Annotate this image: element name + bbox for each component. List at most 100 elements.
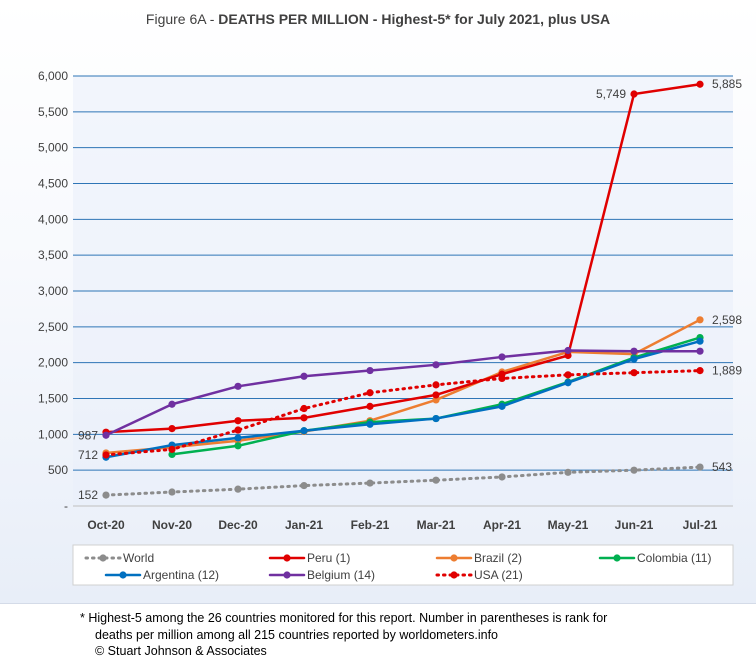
data-point <box>300 427 308 435</box>
series-world <box>102 463 704 499</box>
data-point <box>102 451 110 459</box>
y-tick-label: - <box>64 499 68 513</box>
series-line <box>104 318 702 455</box>
x-tick-label: Jun-21 <box>615 518 654 532</box>
data-point <box>696 463 704 471</box>
legend-label: Colombia (11) <box>637 551 711 565</box>
data-point <box>300 404 308 413</box>
legend-item-argentina-12: Argentina (12) <box>104 568 219 582</box>
y-tick-label: 5,500 <box>38 105 68 119</box>
data-point <box>366 479 374 487</box>
y-tick-label: 3,500 <box>38 248 68 262</box>
data-label: 712 <box>78 448 98 462</box>
data-point <box>234 382 242 390</box>
data-point <box>564 379 572 387</box>
data-point <box>168 400 176 408</box>
data-point <box>432 414 440 423</box>
data-point <box>300 481 308 490</box>
data-point <box>630 369 638 377</box>
legend-marker <box>450 571 458 579</box>
data-point <box>432 361 440 369</box>
series-line <box>104 465 702 497</box>
legend-box <box>72 544 734 586</box>
data-point <box>564 351 572 360</box>
legend: World Peru (1) Brazil (2) Colombia (11) Arge… <box>84 551 711 582</box>
data-point <box>498 353 506 361</box>
y-tick-label: 2,000 <box>38 356 68 370</box>
data-point <box>168 488 176 496</box>
data-label: 2,598 <box>712 313 742 327</box>
y-tick-label: 4,500 <box>38 177 68 191</box>
gridlines <box>73 75 733 507</box>
data-labels: 152 543 987 712 5,749 5,885 2,598 1,889 <box>78 77 742 502</box>
series-line <box>104 369 702 457</box>
data-point <box>234 442 242 450</box>
data-point <box>432 391 440 399</box>
data-point <box>630 466 638 474</box>
y-tick-label: 5,000 <box>38 141 68 155</box>
data-point <box>168 445 176 453</box>
series-argentina-12 <box>102 337 704 461</box>
data-point <box>102 491 110 499</box>
data-point <box>630 347 638 355</box>
x-tick-label: Nov-20 <box>152 518 192 532</box>
legend-label: World <box>123 551 154 565</box>
data-point <box>366 420 374 428</box>
legend-item-usa-21: USA (21) <box>435 568 523 582</box>
data-point <box>300 372 308 380</box>
data-point <box>102 431 110 439</box>
data-point <box>168 425 176 433</box>
data-point <box>696 316 704 324</box>
line-chart: Figure 6A - DEATHS PER MILLION - Highest… <box>38 11 742 586</box>
x-tick-label: Mar-21 <box>417 518 456 532</box>
data-point <box>564 468 572 476</box>
data-label: 1,889 <box>712 364 742 378</box>
series-lines <box>102 80 704 499</box>
legend-marker <box>283 571 291 579</box>
data-label: 152 <box>78 488 98 502</box>
footnote-line-3: © Stuart Johnson & Associates <box>95 644 267 658</box>
data-label: 5,749 <box>596 87 626 101</box>
y-tick-label: 2,500 <box>38 320 68 334</box>
data-label: 987 <box>78 428 98 442</box>
legend-marker <box>613 554 621 562</box>
x-tick-label: May-21 <box>548 518 589 532</box>
legend-marker <box>119 571 127 579</box>
legend-label: USA (21) <box>474 568 523 582</box>
data-point <box>696 367 704 375</box>
series-line <box>104 339 702 459</box>
chart-title-bold: DEATHS PER MILLION - Highest-5* for July… <box>218 11 610 27</box>
data-point <box>696 347 704 355</box>
y-tick-label: 6,000 <box>38 69 68 83</box>
legend-marker <box>450 554 458 562</box>
data-point <box>498 473 506 481</box>
x-tick-label: Jan-21 <box>285 518 323 532</box>
x-tick-label: Feb-21 <box>351 518 390 532</box>
data-label: 5,885 <box>712 77 742 91</box>
series-belgium-14 <box>102 346 704 439</box>
legend-label: Belgium (14) <box>307 568 375 582</box>
data-label: 543 <box>712 460 732 474</box>
x-tick-label: Dec-20 <box>218 518 258 532</box>
data-point <box>498 370 506 378</box>
legend-marker <box>283 554 291 562</box>
legend-marker <box>99 554 107 562</box>
footnote: * Highest-5 among the 26 countries monit… <box>80 610 740 660</box>
legend-item-colombia-11: Colombia (11) <box>598 551 711 565</box>
footnote-line-1: * Highest-5 among the 26 countries monit… <box>80 611 608 625</box>
data-point <box>300 414 308 422</box>
data-point <box>432 396 440 404</box>
legend-item-belgium-14: Belgium (14) <box>268 568 375 582</box>
x-tick-label: Jul-21 <box>683 518 718 532</box>
chart-title: Figure 6A - DEATHS PER MILLION - Highest… <box>146 11 610 27</box>
data-point <box>696 80 704 88</box>
legend-item-world: World <box>84 551 154 565</box>
data-point <box>696 337 704 345</box>
legend-label: Brazil (2) <box>474 551 522 565</box>
data-point <box>432 381 440 389</box>
data-point <box>234 485 242 493</box>
x-tick-label: Apr-21 <box>483 518 521 532</box>
footnote-line-2: deaths per million among all 215 countri… <box>95 627 498 642</box>
data-point <box>630 355 638 363</box>
data-point <box>564 346 572 355</box>
